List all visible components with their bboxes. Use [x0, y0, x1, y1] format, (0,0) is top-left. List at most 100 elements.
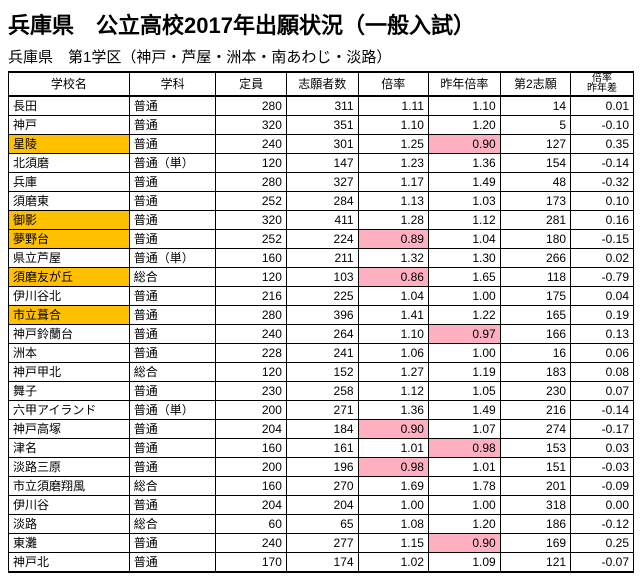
cell-diff: 0.16 [571, 211, 634, 230]
cell-prev-rate: 1.30 [428, 249, 500, 268]
cell-diff: 0.07 [571, 382, 634, 401]
cell-second: 180 [500, 230, 570, 249]
table-row: 伊川谷北普通2162251.041.001750.04 [9, 287, 634, 306]
cell-rate: 0.89 [358, 230, 428, 249]
cell-school: 洲本 [9, 344, 130, 363]
cell-applicants: 184 [286, 420, 358, 439]
cell-applicants: 270 [286, 477, 358, 496]
cell-rate: 0.86 [358, 268, 428, 287]
cell-rate: 1.23 [358, 154, 428, 173]
cell-capacity: 252 [216, 230, 286, 249]
cell-school: 神戸 [9, 116, 130, 135]
cell-applicants: 351 [286, 116, 358, 135]
cell-dept: 普通 [129, 211, 216, 230]
cell-prev-rate: 1.00 [428, 287, 500, 306]
cell-capacity: 200 [216, 401, 286, 420]
cell-rate: 1.11 [358, 96, 428, 116]
cell-second: 173 [500, 192, 570, 211]
header-row: 学校名 学科 定員 志願者数 倍率 昨年倍率 第2志願 倍率 昨年差 [9, 72, 634, 96]
cell-school: 神戸甲北 [9, 363, 130, 382]
cell-diff: 0.01 [571, 96, 634, 116]
cell-school: 神戸鈴蘭台 [9, 325, 130, 344]
cell-rate: 1.00 [358, 496, 428, 515]
cell-capacity: 200 [216, 458, 286, 477]
cell-second: 14 [500, 96, 570, 116]
cell-diff: 0.00 [571, 496, 634, 515]
cell-applicants: 396 [286, 306, 358, 325]
cell-capacity: 204 [216, 420, 286, 439]
table-row: 県立芦屋普通（単）1602111.321.302660.02 [9, 249, 634, 268]
cell-applicants: 225 [286, 287, 358, 306]
cell-dept: 普通 [129, 135, 216, 154]
cell-school: 市立葺合 [9, 306, 130, 325]
cell-rate: 1.25 [358, 135, 428, 154]
cell-prev-rate: 1.19 [428, 363, 500, 382]
cell-applicants: 211 [286, 249, 358, 268]
cell-capacity: 120 [216, 154, 286, 173]
cell-capacity: 320 [216, 116, 286, 135]
cell-second: 169 [500, 534, 570, 553]
header-school: 学校名 [9, 72, 130, 96]
cell-diff: 0.10 [571, 192, 634, 211]
header-prev-rate: 昨年倍率 [428, 72, 500, 96]
cell-applicants: 327 [286, 173, 358, 192]
cell-applicants: 264 [286, 325, 358, 344]
cell-capacity: 204 [216, 496, 286, 515]
table-row: 長田普通2803111.111.10140.01 [9, 96, 634, 116]
cell-dept: 普通 [129, 116, 216, 135]
table-row: 神戸普通3203511.101.205-0.10 [9, 116, 634, 135]
cell-applicants: 152 [286, 363, 358, 382]
cell-second: 230 [500, 382, 570, 401]
table-row: 舞子普通2302581.121.052300.07 [9, 382, 634, 401]
cell-second: 216 [500, 401, 570, 420]
cell-rate: 1.41 [358, 306, 428, 325]
header-rate: 倍率 [358, 72, 428, 96]
cell-dept: 普通 [129, 230, 216, 249]
cell-diff: -0.03 [571, 458, 634, 477]
table-row: 伊川谷普通2042041.001.003180.00 [9, 496, 634, 515]
cell-second: 165 [500, 306, 570, 325]
cell-capacity: 280 [216, 173, 286, 192]
cell-applicants: 241 [286, 344, 358, 363]
cell-rate: 1.36 [358, 401, 428, 420]
cell-prev-rate: 1.36 [428, 154, 500, 173]
cell-dept: 総合 [129, 363, 216, 382]
cell-diff: 0.02 [571, 249, 634, 268]
cell-second: 183 [500, 363, 570, 382]
cell-prev-rate: 1.09 [428, 553, 500, 573]
cell-second: 186 [500, 515, 570, 534]
cell-prev-rate: 1.04 [428, 230, 500, 249]
cell-dept: 総合 [129, 268, 216, 287]
cell-school: 淡路三原 [9, 458, 130, 477]
cell-prev-rate: 1.65 [428, 268, 500, 287]
cell-diff: -0.10 [571, 116, 634, 135]
cell-school: 兵庫 [9, 173, 130, 192]
cell-dept: 普通（単） [129, 154, 216, 173]
table-row: 須磨東普通2522841.131.031730.10 [9, 192, 634, 211]
cell-dept: 普通 [129, 306, 216, 325]
cell-prev-rate: 1.07 [428, 420, 500, 439]
cell-diff: -0.07 [571, 553, 634, 573]
cell-prev-rate: 1.49 [428, 173, 500, 192]
cell-applicants: 147 [286, 154, 358, 173]
cell-dept: 普通（単） [129, 401, 216, 420]
cell-prev-rate: 1.49 [428, 401, 500, 420]
cell-applicants: 284 [286, 192, 358, 211]
cell-diff: -0.17 [571, 420, 634, 439]
cell-school: 星陵 [9, 135, 130, 154]
application-table: 学校名 学科 定員 志願者数 倍率 昨年倍率 第2志願 倍率 昨年差 長田普通2… [8, 71, 634, 573]
table-row: 夢野台普通2522240.891.04180-0.15 [9, 230, 634, 249]
cell-diff: 0.13 [571, 325, 634, 344]
cell-applicants: 65 [286, 515, 358, 534]
cell-rate: 1.10 [358, 116, 428, 135]
cell-rate: 1.12 [358, 382, 428, 401]
cell-applicants: 271 [286, 401, 358, 420]
table-row: 神戸甲北総合1201521.271.191830.08 [9, 363, 634, 382]
table-row: 東灘普通2402771.150.901690.25 [9, 534, 634, 553]
cell-applicants: 174 [286, 553, 358, 573]
cell-school: 神戸高塚 [9, 420, 130, 439]
cell-dept: 普通 [129, 96, 216, 116]
cell-dept: 普通 [129, 534, 216, 553]
cell-diff: 0.04 [571, 287, 634, 306]
cell-dept: 普通 [129, 192, 216, 211]
